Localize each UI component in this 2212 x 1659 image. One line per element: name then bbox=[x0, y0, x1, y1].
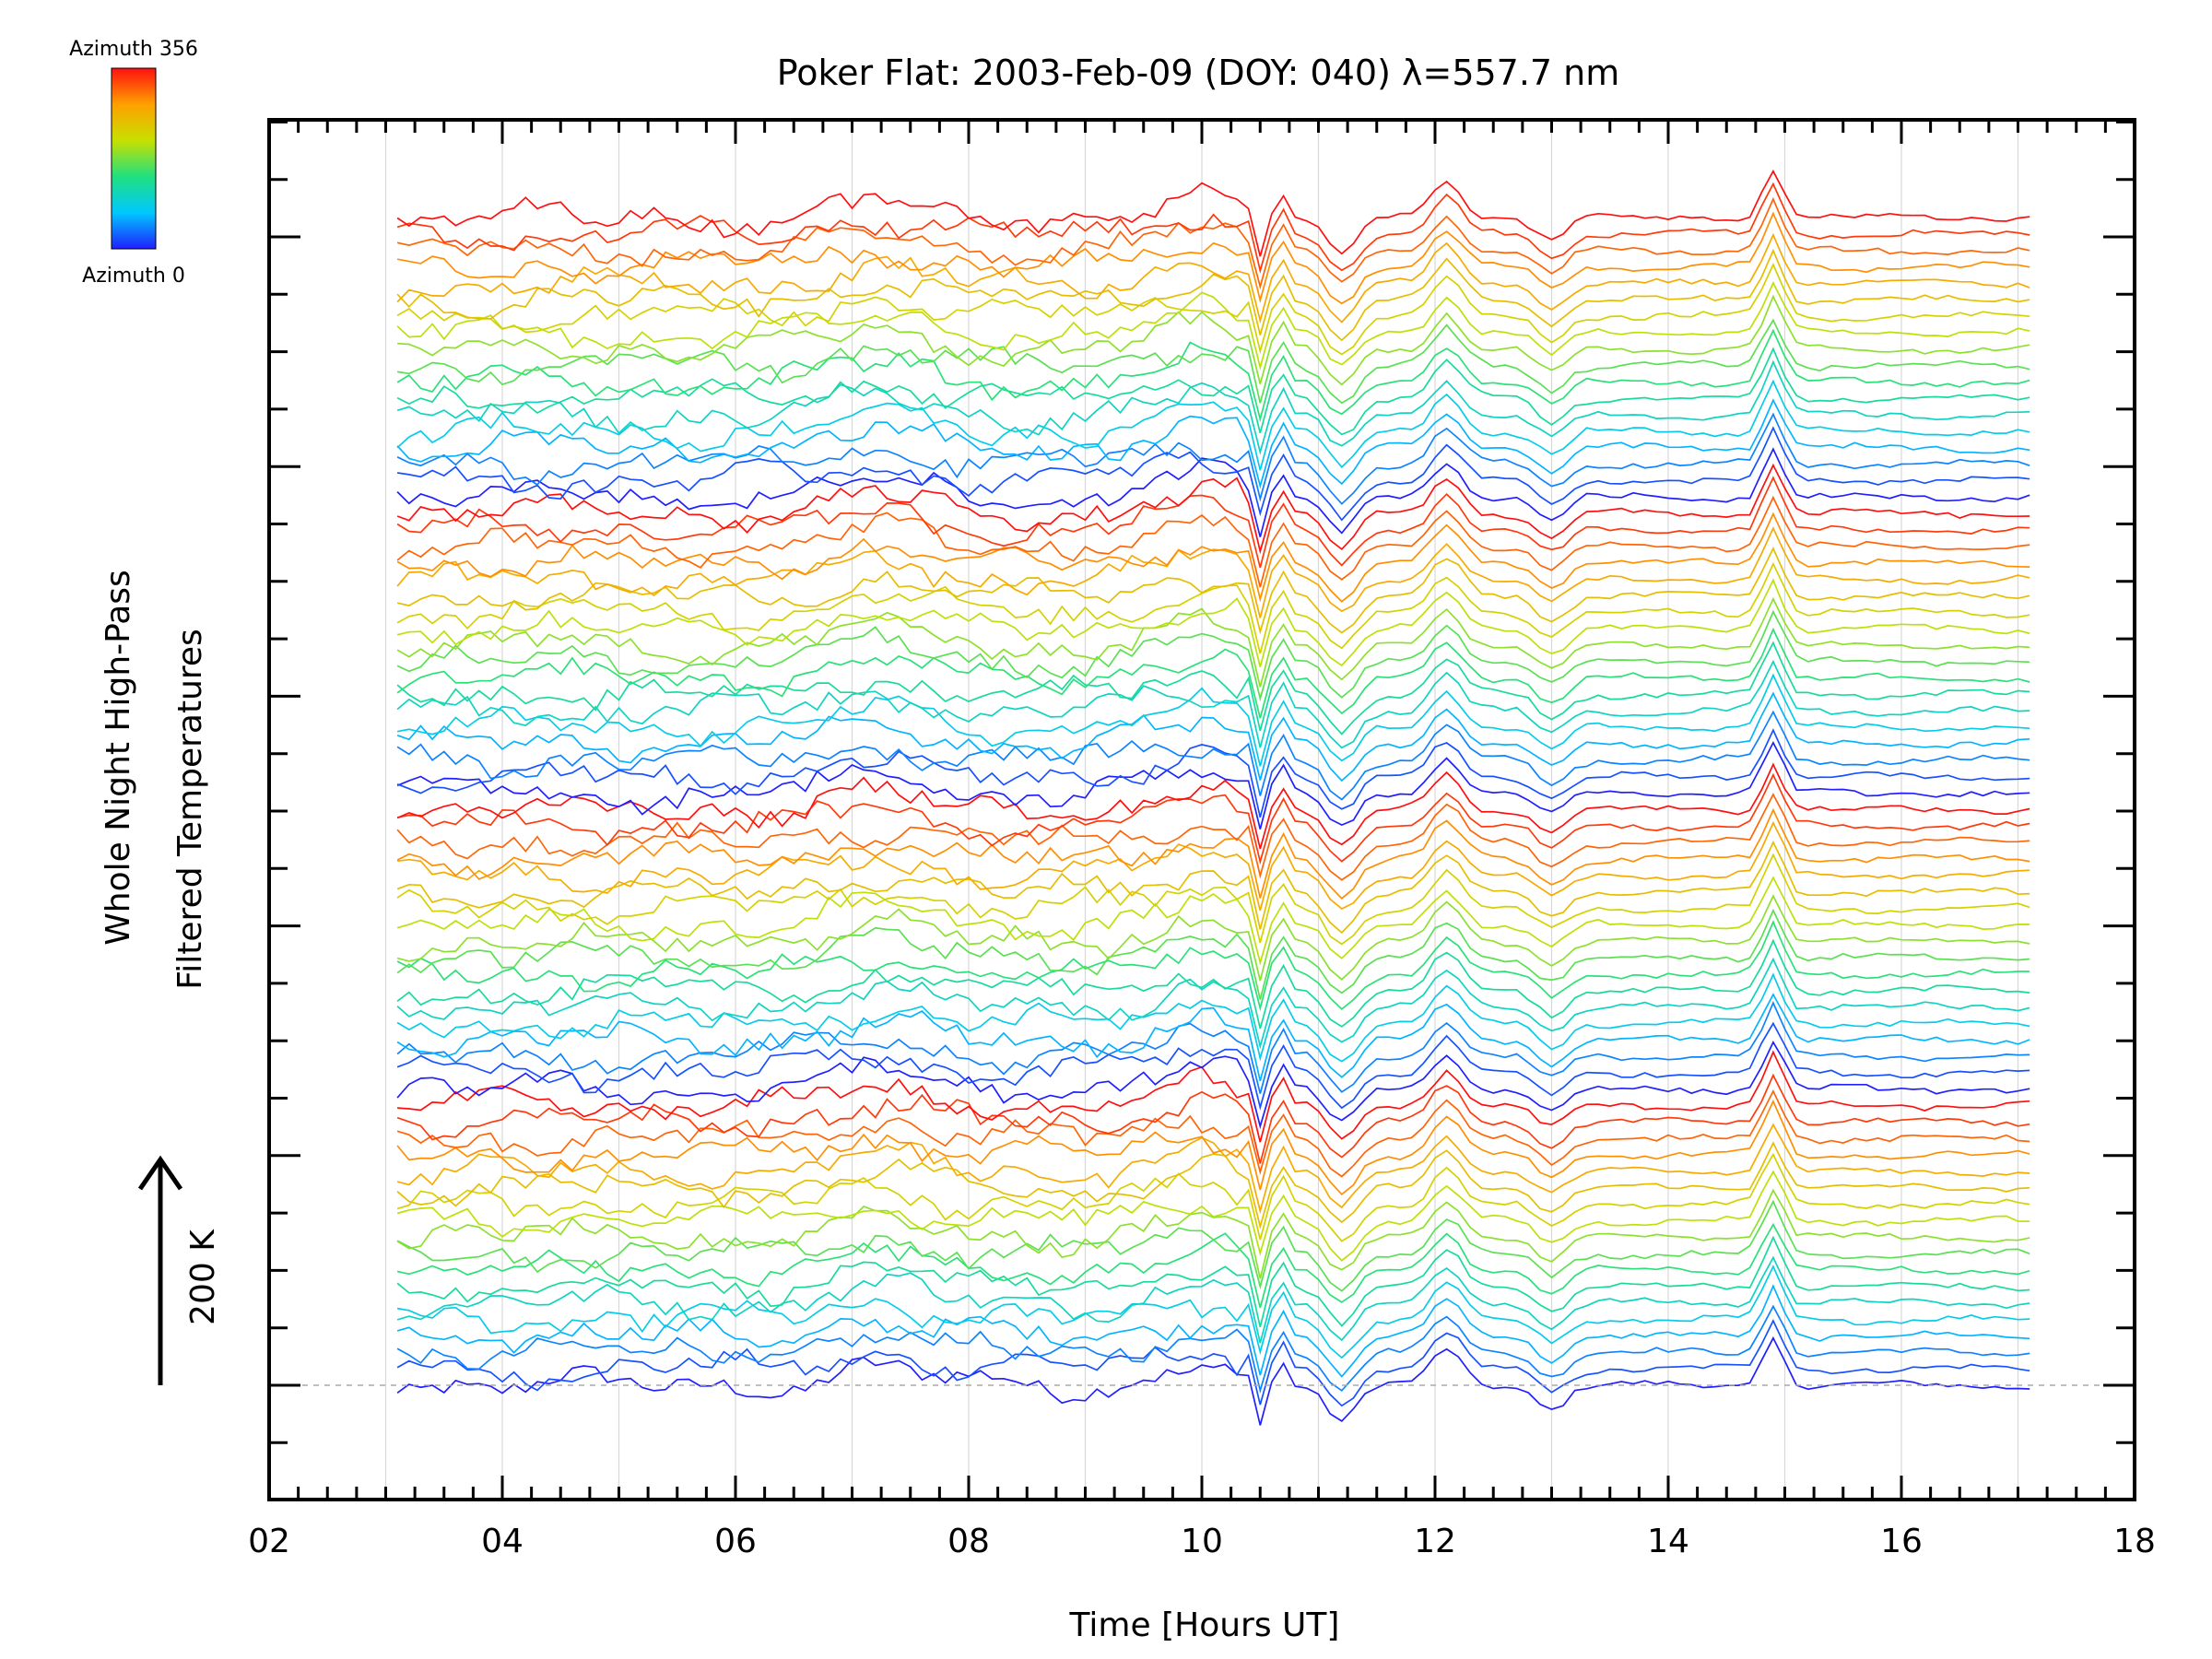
series-line bbox=[396, 232, 2030, 324]
series-line bbox=[396, 1088, 2030, 1178]
x-tick-label: 02 bbox=[248, 1523, 290, 1560]
series-line bbox=[396, 972, 2030, 1063]
series-line bbox=[396, 561, 2030, 654]
series-line bbox=[396, 182, 2030, 274]
series-line bbox=[396, 578, 2030, 667]
series-line bbox=[396, 447, 2030, 537]
colorbar: Azimuth 356 Azimuth 0 bbox=[69, 38, 198, 288]
series-line bbox=[396, 894, 2030, 982]
colorbar-gradient bbox=[111, 67, 157, 250]
series-group bbox=[269, 169, 2135, 1426]
series-line bbox=[396, 546, 2030, 635]
y-axis-label: Whole Night High-Pass Filtered Temperatu… bbox=[100, 570, 209, 990]
series-line bbox=[396, 820, 2030, 912]
x-tick-label: 10 bbox=[1181, 1523, 1223, 1560]
series-line bbox=[396, 1073, 2030, 1164]
y-axis-label-line1: Whole Night High-Pass bbox=[100, 570, 137, 946]
series-line bbox=[396, 526, 2030, 618]
series-line bbox=[396, 476, 2030, 569]
series-line bbox=[396, 853, 2030, 946]
series-line bbox=[396, 793, 2030, 881]
series-line bbox=[397, 294, 2030, 386]
series-line bbox=[396, 347, 2030, 436]
series-line bbox=[396, 1170, 2030, 1262]
scale-arrow-icon bbox=[137, 1155, 183, 1191]
series-line bbox=[396, 1141, 2030, 1230]
series-line bbox=[396, 1099, 2030, 1196]
y-axis-label-line2: Filtered Temperatures bbox=[171, 629, 209, 990]
colorbar-label-bottom: Azimuth 0 bbox=[82, 265, 185, 288]
series-line bbox=[396, 379, 2030, 471]
grid bbox=[384, 120, 2019, 1500]
series-line bbox=[396, 609, 2030, 702]
colorbar-label-top: Azimuth 356 bbox=[69, 38, 198, 61]
series-line bbox=[396, 762, 2030, 850]
series-line bbox=[396, 1235, 2030, 1328]
series-line bbox=[396, 281, 2030, 371]
series-line bbox=[396, 1335, 2030, 1426]
series-line bbox=[396, 412, 2030, 505]
series-line bbox=[396, 807, 2030, 900]
series-line bbox=[396, 938, 2030, 1030]
series-line bbox=[396, 495, 2030, 588]
series-line bbox=[396, 318, 2030, 405]
series-line bbox=[396, 512, 2030, 603]
x-tick-label: 12 bbox=[1414, 1523, 1456, 1560]
series-line bbox=[396, 840, 2030, 935]
series-line bbox=[396, 908, 2030, 1000]
scale-indicator: 200 K bbox=[137, 1155, 222, 1385]
series-line bbox=[396, 1021, 2030, 1111]
series-line bbox=[396, 659, 2030, 749]
series-line bbox=[396, 710, 2030, 801]
series-line bbox=[396, 169, 2030, 257]
series-line bbox=[396, 691, 2030, 782]
series-line bbox=[396, 596, 2030, 688]
series-line bbox=[396, 426, 2030, 522]
series-line bbox=[396, 1040, 2030, 1130]
series-line bbox=[396, 359, 2030, 455]
series-line bbox=[396, 1265, 2030, 1359]
series-line bbox=[396, 1284, 2030, 1378]
series-line bbox=[396, 398, 2030, 489]
series-line bbox=[396, 673, 2030, 767]
series-line bbox=[396, 263, 2030, 356]
series-line bbox=[396, 876, 2030, 966]
series-line bbox=[396, 1152, 2030, 1242]
series-line bbox=[396, 993, 2030, 1082]
series-line bbox=[396, 463, 2030, 555]
series-line bbox=[396, 328, 2030, 423]
x-axis-label: Time [Hours UT] bbox=[1069, 1606, 1340, 1644]
x-tick-label: 14 bbox=[1647, 1523, 1689, 1560]
series-line bbox=[396, 1199, 2030, 1292]
x-tick-label: 16 bbox=[1880, 1523, 1923, 1560]
series-line bbox=[396, 957, 2030, 1050]
scale-label: 200 K bbox=[184, 1229, 222, 1325]
x-tick-label: 06 bbox=[714, 1523, 757, 1560]
series-line bbox=[396, 196, 2030, 290]
x-tick-label: 08 bbox=[947, 1523, 990, 1560]
series-line bbox=[396, 920, 2030, 1012]
series-line bbox=[396, 1000, 2030, 1094]
x-tick-label: 18 bbox=[2113, 1523, 2156, 1560]
series-line bbox=[396, 211, 2030, 305]
x-tick-label: 04 bbox=[481, 1523, 524, 1560]
series-line bbox=[396, 627, 2030, 719]
series-line bbox=[396, 728, 2030, 818]
series-line bbox=[396, 641, 2030, 735]
chart-title: Poker Flat: 2003-Feb-09 (DOY: 040) λ=557… bbox=[777, 53, 1620, 93]
series-line bbox=[396, 772, 2030, 865]
series-line bbox=[396, 740, 2030, 830]
series-line bbox=[396, 1304, 2030, 1394]
series-line bbox=[397, 1050, 2030, 1143]
series-line bbox=[396, 1255, 2030, 1344]
series-line bbox=[396, 1123, 2030, 1215]
series-line bbox=[396, 1319, 2030, 1407]
axes: 02 04 06 08 10 12 14 16 18 bbox=[248, 118, 2156, 1560]
